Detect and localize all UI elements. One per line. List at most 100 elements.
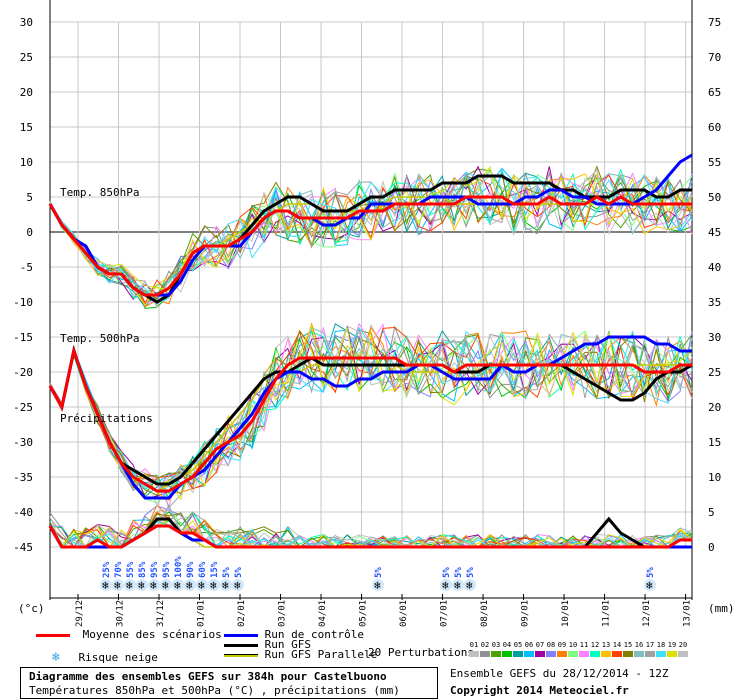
- snow-risk-dot: [160, 579, 172, 591]
- left-tick-label: 30: [20, 16, 33, 29]
- perturbation-legend-item: 10: [568, 641, 578, 657]
- perturbation-swatch: [634, 651, 644, 657]
- snow-risk-label: 85%: [138, 561, 148, 578]
- perturbation-t500-line: [49, 330, 693, 504]
- left-tick-label: 20: [20, 86, 33, 99]
- perturbation-number: 03: [491, 641, 501, 649]
- perturbation-legend-item: 04: [502, 641, 512, 657]
- snow-risk-label: 5%: [222, 567, 232, 578]
- perturbation-swatch: [645, 651, 655, 657]
- series-t500-line: [48, 345, 692, 493]
- x-tick-label: 30/12: [116, 600, 126, 627]
- snowflake-icon: ❄: [186, 579, 193, 592]
- snow-risk-label: 95%: [150, 561, 160, 578]
- legend-gfs-par-text: Run GFS Parallele: [264, 648, 378, 661]
- perturbation-swatch: [656, 651, 666, 657]
- series-t850-line: [48, 195, 692, 297]
- perturbation-t500-line: [49, 329, 693, 496]
- x-tick-label: 01/01: [197, 600, 207, 627]
- snow-risk-label: 5%: [454, 567, 464, 578]
- left-tick-label: 10: [20, 156, 33, 169]
- footer-ensemble: Ensemble GEFS du 28/12/2014 - 12Z: [450, 667, 669, 680]
- right-tick-label: 55: [708, 156, 721, 169]
- x-tick-label: 04/01: [318, 600, 328, 627]
- perturbation-legend-item: 05: [513, 641, 523, 657]
- x-tick-label: 08/01: [480, 600, 490, 627]
- left-tick-label: -45: [13, 541, 33, 554]
- perturbation-number: 20: [678, 641, 688, 649]
- x-tick-label: 13/01: [683, 600, 693, 627]
- perturbation-number: 04: [502, 641, 512, 649]
- perturbation-legend-item: 20: [678, 641, 688, 657]
- perturbation-number: 11: [579, 641, 589, 649]
- perturbation-swatch: [667, 651, 677, 657]
- right-tick-label: 70: [708, 51, 721, 64]
- perturbation-swatch: [491, 651, 501, 657]
- perturbation-legend-item: 07: [535, 641, 545, 657]
- perturbation-swatch: [678, 651, 688, 657]
- x-tick-label: 06/01: [399, 600, 409, 627]
- series-precip-line: [48, 524, 692, 549]
- snowflake-icon: ❄: [102, 579, 109, 592]
- perturbation-legend-item: 01: [469, 641, 479, 657]
- perturbation-legend-item: 18: [656, 641, 666, 657]
- right-unit-label: (mm): [708, 602, 735, 615]
- perturbation-number: 01: [469, 641, 479, 649]
- perturbation-number: 19: [667, 641, 677, 649]
- right-tick-label: 45: [708, 226, 721, 239]
- perturbation-swatch: [469, 651, 479, 657]
- legend-control-swatch: [224, 633, 258, 637]
- left-tick-label: 15: [20, 121, 33, 134]
- legend-mean-swatch: [36, 633, 70, 637]
- snow-risk-dot: [644, 579, 656, 591]
- perturbation-t500-line: [49, 329, 693, 495]
- legend-perturb-text: 20 Perturbations: [368, 646, 474, 659]
- right-tick-label: 5: [708, 506, 715, 519]
- snowflake-icon: ❄: [174, 579, 181, 592]
- perturbation-t500-line: [49, 325, 693, 507]
- snow-risk-label: 5%: [466, 567, 476, 578]
- right-tick-label: 65: [708, 86, 721, 99]
- x-tick-label: 09/01: [521, 600, 531, 627]
- perturbation-legend-item: 15: [623, 641, 633, 657]
- left-tick-label: -35: [13, 471, 33, 484]
- perturbation-number: 13: [601, 641, 611, 649]
- x-tick-label: 12/01: [642, 600, 652, 627]
- right-tick-label: 10: [708, 471, 721, 484]
- left-tick-label: -15: [13, 331, 33, 344]
- x-tick-label: 29/12: [75, 600, 85, 627]
- perturbation-swatch: [601, 651, 611, 657]
- perturbation-legend-item: 14: [612, 641, 622, 657]
- snow-risk-label: 70%: [114, 561, 124, 578]
- snowflake-icon: ❄: [52, 650, 60, 665]
- snow-risk-dot: [184, 579, 196, 591]
- right-tick-label: 0: [708, 541, 715, 554]
- snow-risk-label: 5%: [374, 567, 384, 578]
- perturbation-t850-line: [49, 166, 693, 291]
- snow-risk-dot: [112, 579, 124, 591]
- left-tick-label: 25: [20, 51, 33, 64]
- snow-risk-label: 5%: [646, 567, 656, 578]
- perturbation-swatch: [590, 651, 600, 657]
- perturbation-legend-item: 13: [601, 641, 611, 657]
- snow-risk-row: ❄25%❄70%❄55%❄85%❄95%❄95%❄100%❄90%❄60%❄15…: [100, 556, 656, 592]
- perturbation-number: 16: [634, 641, 644, 649]
- perturbation-legend-item: 16: [634, 641, 644, 657]
- snowflake-icon: ❄: [126, 579, 133, 592]
- left-tick-label: -10: [13, 296, 33, 309]
- perturbation-swatch: [623, 651, 633, 657]
- snow-risk-label: 15%: [210, 561, 220, 578]
- perturbation-number: 02: [480, 641, 490, 649]
- series-t500-line: [48, 335, 692, 500]
- right-tick-label: 20: [708, 401, 721, 414]
- left-axis-ticks: 30 25 20 15 10 5 0 -5 -10 -15 -20 -25 -30 -35 -40 -45: [13, 16, 33, 554]
- legend-gfs-text: Run GFS: [264, 638, 311, 651]
- snow-risk-label: 55%: [126, 561, 136, 578]
- perturbation-legend-item: 02: [480, 641, 490, 657]
- snowflake-icon: ❄: [114, 579, 121, 592]
- perturbation-swatch: [546, 651, 556, 657]
- snow-risk-dot: [232, 579, 244, 591]
- precip-label: Précipitations: [60, 412, 153, 425]
